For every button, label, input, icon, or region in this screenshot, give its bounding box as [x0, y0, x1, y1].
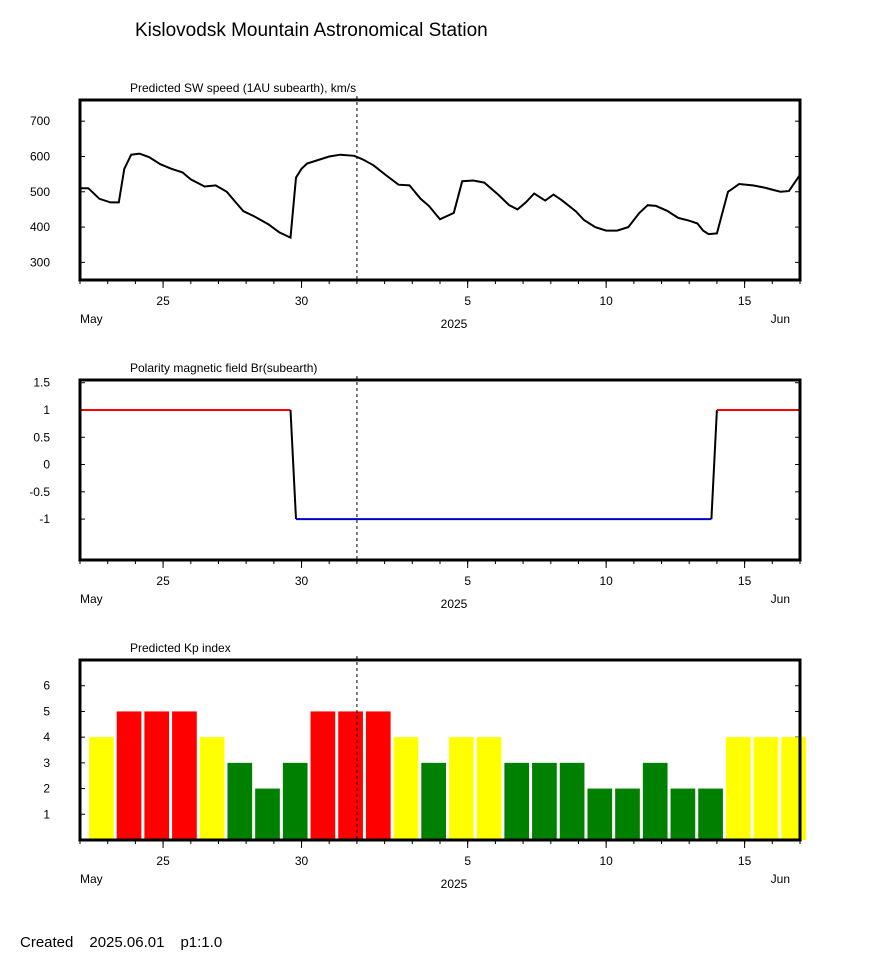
x-tick-label: 30	[295, 294, 309, 308]
y-tick-label: 300	[30, 255, 50, 269]
x-tick-label: 25	[156, 854, 170, 868]
month-label-left: May	[80, 872, 103, 886]
x-tick-label: 10	[599, 574, 613, 588]
year-label: 2025	[441, 317, 468, 331]
kp-bar	[282, 762, 308, 840]
y-tick-label: 400	[30, 220, 50, 234]
year-label: 2025	[441, 597, 468, 611]
page-code: p1:1.0	[180, 934, 223, 951]
y-tick-label: 600	[30, 149, 50, 163]
kp-bar	[532, 762, 557, 840]
y-tick-label: 1	[43, 403, 50, 417]
y-tick-label: 6	[43, 679, 50, 693]
kp-bar	[449, 737, 474, 840]
kp-bar	[559, 762, 585, 840]
kp-bar	[615, 788, 640, 840]
plot-frame	[78, 658, 802, 842]
x-tick-label: 25	[156, 294, 170, 308]
x-tick-label: 30	[295, 854, 309, 868]
kp-bar	[116, 711, 142, 840]
created-label: Created	[20, 934, 74, 951]
x-tick-label: 25	[156, 574, 170, 588]
kp-bar	[144, 711, 170, 840]
x-tick-label: 15	[738, 574, 752, 588]
kp-bar	[227, 762, 253, 840]
kp-bar	[172, 711, 197, 840]
y-tick-label: 2	[43, 782, 50, 796]
y-tick-label: 700	[30, 114, 50, 128]
kp-bar	[393, 737, 419, 840]
chart-panel-3: Predicted Kp index 6 5 4 3 2 1 25 30 5 10 15 May 2025…	[43, 641, 806, 891]
y-tick-label: 0.5	[33, 430, 50, 444]
y-tick-label: 5	[43, 704, 50, 718]
month-label-right: Jun	[771, 312, 790, 326]
footer: Created 2025.06.01 p1:1.0	[20, 934, 238, 951]
x-tick-label: 5	[464, 574, 471, 588]
year-label: 2025	[441, 877, 468, 891]
kp-bar	[781, 737, 806, 840]
page-title: Kislovodsk Mountain Astronomical Station	[135, 20, 488, 41]
kp-bar	[310, 711, 336, 840]
kp-bar	[338, 711, 363, 840]
chart-panel-2: Polarity magnetic field Br(subearth) 1.5 1…	[29, 361, 802, 611]
kp-bar	[753, 737, 779, 840]
x-tick-label: 5	[464, 294, 471, 308]
kp-bar	[89, 737, 114, 840]
y-tick-label: 1	[43, 807, 50, 821]
chart-panel-1: Predicted SW speed (1AU subearth), km/s 7…	[30, 81, 802, 331]
x-tick-label: 15	[738, 294, 752, 308]
y-tick-label: 500	[30, 185, 50, 199]
kp-bar	[670, 788, 696, 840]
month-label-left: May	[80, 312, 103, 326]
month-label-right: Jun	[771, 872, 790, 886]
month-label-right: Jun	[771, 592, 790, 606]
series-line-4	[710, 409, 718, 520]
chart-title: Predicted Kp index	[130, 641, 231, 655]
plot-frame	[78, 98, 802, 282]
kp-bar	[504, 762, 530, 840]
x-tick-label: 15	[738, 854, 752, 868]
kp-bar	[725, 737, 751, 840]
chart-title: Predicted SW speed (1AU subearth), km/s	[130, 81, 356, 95]
x-tick-label: 10	[599, 854, 613, 868]
chart-title: Polarity magnetic field Br(subearth)	[130, 361, 317, 375]
y-tick-label: -0.5	[29, 485, 50, 499]
kp-bar	[365, 711, 391, 840]
kp-bar	[255, 788, 280, 840]
created-date: 2025.06.01	[89, 934, 165, 951]
kp-bar	[199, 737, 225, 840]
x-tick-label: 30	[295, 574, 309, 588]
y-tick-label: 3	[43, 756, 50, 770]
month-label-left: May	[80, 592, 103, 606]
kp-bar	[587, 788, 613, 840]
kp-bar	[642, 762, 668, 840]
series-line-2	[289, 409, 297, 520]
series-line-1	[80, 152, 801, 240]
x-tick-label: 5	[464, 854, 471, 868]
kp-bar	[421, 762, 446, 840]
kp-bar	[698, 788, 723, 840]
x-tick-label: 10	[599, 294, 613, 308]
plot-frame	[78, 378, 802, 562]
kp-bar	[476, 737, 502, 840]
y-tick-label: 4	[43, 730, 50, 744]
y-tick-label: 0	[43, 458, 50, 472]
y-tick-label: 1.5	[33, 376, 50, 390]
y-tick-label: -1	[39, 512, 50, 526]
